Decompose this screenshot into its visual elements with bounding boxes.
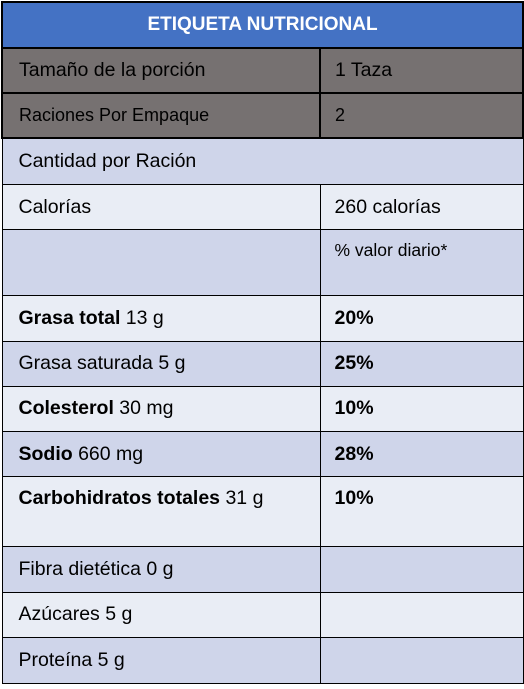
calories-row: Calorías 260 calorías bbox=[1, 184, 524, 231]
servings-per-container-row: Raciones Por Empaque 2 bbox=[1, 92, 524, 140]
nutrient-name: Colesterol bbox=[18, 397, 114, 420]
header-row: ETIQUETA NUTRICIONAL bbox=[0, 0, 524, 50]
nutrient-name: Carbohidratos totales bbox=[18, 487, 221, 510]
nutrient-row-sodium: Sodio 660 mg 28% bbox=[1, 430, 524, 478]
nutrient-name: Grasa saturada 5 g bbox=[18, 352, 186, 375]
serving-size-row: Tamaño de la porción 1 Taza bbox=[1, 47, 524, 95]
nutrient-name-cell: Azúcares 5 g bbox=[1, 591, 321, 638]
amount-per-serving: Cantidad por Ración bbox=[1, 137, 524, 186]
nutrient-daily-value: 25% bbox=[319, 340, 524, 387]
serving-size-value: 1 Taza bbox=[318, 47, 524, 95]
nutrient-row-sugars: Azúcares 5 g bbox=[1, 591, 524, 638]
nutrient-daily-value: 10% bbox=[319, 385, 524, 432]
nutrient-name: Fibra dietética 0 g bbox=[18, 557, 174, 580]
daily-value-header: % valor diario* bbox=[319, 229, 524, 296]
calories-label: Calorías bbox=[1, 184, 321, 231]
nutrient-name-cell: Sodio 660 mg bbox=[1, 430, 321, 478]
label-title: ETIQUETA NUTRICIONAL bbox=[0, 0, 524, 50]
nutrient-row-saturated-fat: Grasa saturada 5 g 25% bbox=[1, 340, 524, 387]
nutrient-daily-value: 10% bbox=[319, 476, 524, 548]
nutrient-amount: 660 mg bbox=[72, 442, 144, 465]
nutrient-name-cell: Grasa saturada 5 g bbox=[1, 340, 321, 387]
nutrient-dv: 20% bbox=[334, 306, 374, 329]
servings-per-container-label: Raciones Por Empaque bbox=[1, 92, 321, 140]
nutrient-name-cell: Fibra dietética 0 g bbox=[1, 546, 321, 593]
nutrient-daily-value: 20% bbox=[319, 294, 524, 342]
nutrient-name-cell: Colesterol 30 mg bbox=[1, 385, 321, 432]
nutrient-row-carbohydrates: Carbohidratos totales 31 g 10% bbox=[1, 476, 524, 548]
nutrient-amount: 13 g bbox=[120, 306, 164, 329]
nutrient-amount: 30 mg bbox=[113, 397, 174, 420]
amount-per-serving-row: Cantidad por Ración bbox=[1, 137, 524, 186]
nutrient-amount: 31 g bbox=[220, 487, 264, 510]
serving-size-label: Tamaño de la porción bbox=[1, 47, 321, 95]
daily-value-header-row: % valor diario* bbox=[1, 229, 524, 296]
nutrient-name: Sodio bbox=[18, 442, 73, 465]
nutrient-name: Azúcares 5 g bbox=[18, 603, 133, 626]
calories-value: 260 calorías bbox=[319, 184, 524, 231]
nutrient-row-cholesterol: Colesterol 30 mg 10% bbox=[1, 385, 524, 432]
nutrient-name: Grasa total bbox=[18, 306, 121, 329]
nutrient-name-cell: Carbohidratos totales 31 g bbox=[1, 476, 321, 548]
nutrient-name: Proteína 5 g bbox=[18, 648, 125, 671]
nutrient-name-cell: Grasa total 13 g bbox=[1, 294, 321, 342]
nutrient-dv: 25% bbox=[334, 352, 374, 375]
nutrient-row-protein: Proteína 5 g bbox=[1, 636, 524, 685]
nutrient-daily-value bbox=[319, 636, 524, 685]
nutrient-dv: 10% bbox=[334, 397, 374, 420]
daily-value-header-empty bbox=[1, 229, 321, 296]
nutrient-dv: 10% bbox=[334, 487, 374, 510]
nutrient-daily-value bbox=[319, 591, 524, 638]
nutrient-dv: 28% bbox=[334, 442, 374, 465]
nutrient-daily-value bbox=[319, 546, 524, 593]
servings-per-container-value: 2 bbox=[318, 92, 524, 140]
nutrient-name-cell: Proteína 5 g bbox=[1, 636, 321, 685]
nutrient-row-fiber: Fibra dietética 0 g bbox=[1, 546, 524, 593]
nutrient-daily-value: 28% bbox=[319, 430, 524, 478]
nutrient-row-total-fat: Grasa total 13 g 20% bbox=[1, 294, 524, 342]
